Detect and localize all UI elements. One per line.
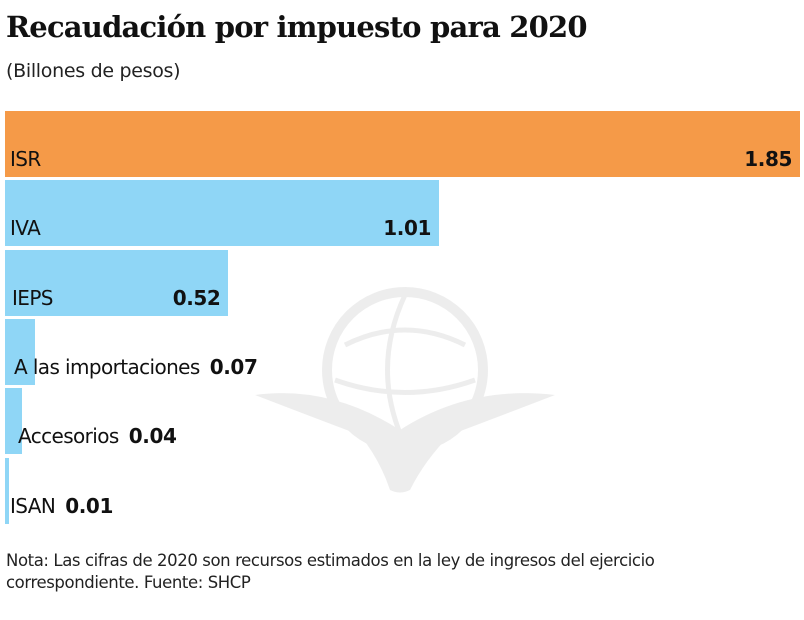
value-label: 0.52 [172, 285, 221, 310]
category-label: A las importaciones [14, 354, 200, 379]
category-label: IVA [10, 216, 41, 241]
bar-0 [5, 111, 800, 177]
bar-3 [5, 318, 36, 385]
value-label: 0.07 [209, 354, 258, 379]
category-label: IEPS [12, 285, 54, 310]
bar-5 [5, 457, 10, 524]
value-label: 0.04 [128, 424, 177, 449]
value-label: 1.85 [744, 147, 792, 171]
chart-title: Recaudación por impuesto para 2020 [6, 10, 588, 44]
bar-1 [5, 180, 440, 247]
chart-subtitle: (Billones de pesos) [6, 60, 181, 82]
category-label: ISR [10, 147, 41, 171]
value-label: 0.01 [65, 493, 113, 518]
source-note: Nota: Las cifras de 2020 son recursos es… [6, 551, 655, 592]
eagle-globe-watermark-icon [255, 287, 555, 493]
category-label: ISAN [10, 493, 56, 518]
bar-2 [5, 249, 229, 316]
bar-4 [5, 388, 23, 455]
category-label: Accesorios [18, 424, 119, 449]
value-label: 1.01 [383, 216, 432, 241]
